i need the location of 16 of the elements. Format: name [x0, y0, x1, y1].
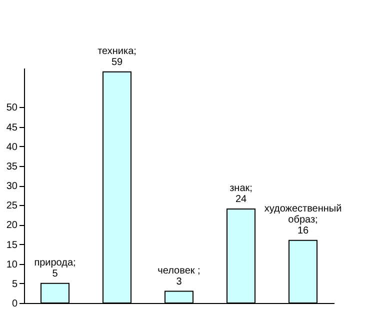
data-label: природа; 5 [34, 257, 76, 280]
y-tick-label: 50 [6, 102, 18, 114]
y-tick-label: 15 [6, 240, 18, 251]
data-label: человек ; 3 [158, 265, 200, 288]
data-label: знак; 24 [230, 183, 252, 205]
y-tick-label: 10 [6, 259, 18, 270]
y-tick-label: 40 [6, 142, 18, 153]
y-tick-label: 45 [6, 122, 18, 134]
y-tick-label: 25 [6, 200, 18, 212]
data-label: техника; 59 [98, 46, 136, 68]
y-tick-label: 0 [12, 298, 18, 310]
data-label: художественный образ; 16 [264, 203, 342, 236]
y-tick-label: 30 [6, 181, 18, 192]
y-tick-label: 5 [12, 278, 18, 290]
y-tick-label: 20 [6, 220, 18, 232]
y-tick-label: 35 [6, 161, 18, 172]
